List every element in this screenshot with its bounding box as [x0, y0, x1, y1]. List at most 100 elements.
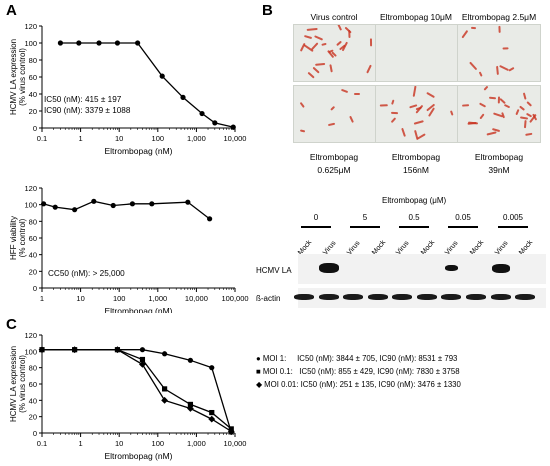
annotation: CC50 (nM): > 25,000: [48, 269, 125, 278]
annotation: IC90 (nM): 3379 ± 1088: [44, 106, 131, 115]
stained-cell: [307, 72, 315, 79]
stained-cell: [354, 92, 361, 96]
x-tick-label: 1: [79, 439, 83, 448]
x-tick-label: 0.1: [37, 439, 47, 448]
beta-actin-band: [417, 294, 437, 300]
x-axis-label: Eltrombopag (nM): [104, 146, 172, 156]
data-point: [40, 201, 47, 207]
panel-label-a: A: [6, 2, 17, 19]
x-tick-label: 1: [79, 134, 83, 143]
data-point: [161, 396, 168, 404]
western-header: Eltrombopag (μM): [382, 196, 447, 205]
legend-item-moi01: ■ MOI 0.1: IC50 (nM): 855 ± 429, IC90 (n…: [256, 365, 461, 378]
data-point: [212, 120, 218, 126]
series-line: [42, 349, 232, 432]
data-point: [38, 346, 46, 354]
legend-moi-label: MOI 0.01:: [264, 380, 299, 389]
stained-cell: [341, 89, 350, 94]
circle-marker-icon: ●: [256, 354, 261, 363]
y-axis-label: (% virus control): [18, 355, 27, 413]
data-point: [209, 409, 215, 416]
data-point: [187, 401, 194, 408]
x-tick-label: 0.1: [37, 134, 47, 143]
y-tick-label: 100: [24, 347, 37, 356]
y-tick-label: 80: [29, 364, 37, 373]
x-tick-label: 10: [115, 439, 123, 448]
x-tick-label: 10,000: [224, 134, 247, 143]
beta-actin-band: [368, 294, 388, 300]
y-axis-label: HCMV LA expression: [9, 39, 18, 115]
stained-cell: [341, 41, 348, 52]
data-point: [199, 110, 205, 117]
stained-cell: [449, 110, 454, 116]
concentration-bar: [448, 226, 478, 228]
concentration-bar: [350, 226, 380, 228]
data-point: [159, 73, 165, 79]
data-point: [52, 204, 58, 210]
stained-cell: [304, 35, 313, 40]
stained-cell: [495, 65, 499, 75]
data-point: [139, 356, 146, 363]
y-tick-label: 120: [24, 331, 37, 340]
legend-item-moi001: ◆ MOI 0.01: IC50 (nM): 251 ± 135, IC90 (…: [256, 378, 461, 391]
y-axis-label: HFF viability: [9, 216, 18, 260]
stained-cell: [502, 46, 509, 50]
beta-actin-band: [343, 294, 363, 300]
x-tick-label: 1,000: [187, 134, 206, 143]
stained-cell: [347, 29, 351, 39]
micrograph-label: Eltrombopag: [391, 152, 441, 162]
data-point: [96, 40, 102, 46]
beta-actin-band: [466, 294, 486, 300]
data-point: [139, 361, 146, 368]
data-point: [71, 346, 79, 354]
stained-cell: [478, 102, 487, 108]
data-point: [114, 40, 121, 46]
data-point: [91, 198, 97, 204]
x-tick-label: 100: [113, 294, 126, 303]
stained-cell: [504, 104, 511, 109]
chart-c-legend: ● MOI 1: IC50 (nM): 3844 ± 705, IC90 (nM…: [256, 352, 461, 391]
stained-cell: [320, 41, 327, 46]
micrograph-0-625uM: [293, 85, 377, 143]
stained-cell: [498, 64, 509, 72]
x-tick-label: 100,000: [221, 294, 248, 303]
stained-cell: [525, 101, 532, 108]
data-point: [149, 201, 155, 207]
micrograph-156nM: [375, 85, 459, 143]
y-tick-label: 40: [29, 251, 37, 260]
series-line: [42, 349, 232, 433]
stained-cell: [390, 116, 397, 124]
panel-label-b: B: [262, 2, 273, 19]
y-tick-label: 20: [29, 107, 37, 116]
y-tick-label: 60: [29, 73, 37, 82]
stained-cell: [391, 112, 399, 115]
x-tick-label: 1: [40, 294, 44, 303]
stained-cell: [314, 62, 325, 67]
stained-cell: [501, 112, 506, 119]
x-tick-label: 1,000: [187, 439, 206, 448]
micrograph-label: Eltrombopag 10μM: [380, 12, 452, 22]
y-tick-label: 40: [29, 396, 37, 405]
y-axis-label: (% virus control): [18, 48, 27, 106]
stained-cell: [426, 91, 436, 99]
series-line: [43, 200, 211, 220]
stained-cell: [470, 26, 477, 30]
y-tick-label: 40: [29, 90, 37, 99]
x-axis-label: Eltrombopag (nM): [104, 306, 172, 313]
stained-cell: [461, 103, 470, 107]
y-axis-label: (% control): [18, 218, 27, 257]
stained-cell: [508, 67, 515, 73]
y-tick-label: 80: [29, 217, 37, 226]
concentration-label: 0: [313, 213, 319, 222]
y-axis-label: HCMV LA expression: [9, 346, 18, 422]
chart-c: 0 20 40 60 80 100 120 0.1 1 10 100 1,000 10,000 Eltro…: [9, 331, 246, 461]
stained-cell: [366, 64, 373, 75]
legend-values: IC50 (nM): 855 ± 429, IC90 (nM): 7830 ± …: [299, 367, 460, 376]
stained-cell: [400, 128, 407, 138]
data-point: [208, 415, 216, 423]
data-point: [230, 124, 236, 130]
legend-values: IC50 (nM): 251 ± 135, IC90 (nM): 3476 ± …: [300, 380, 461, 389]
concentration-label: 5: [362, 213, 368, 222]
stained-cell: [310, 41, 319, 51]
